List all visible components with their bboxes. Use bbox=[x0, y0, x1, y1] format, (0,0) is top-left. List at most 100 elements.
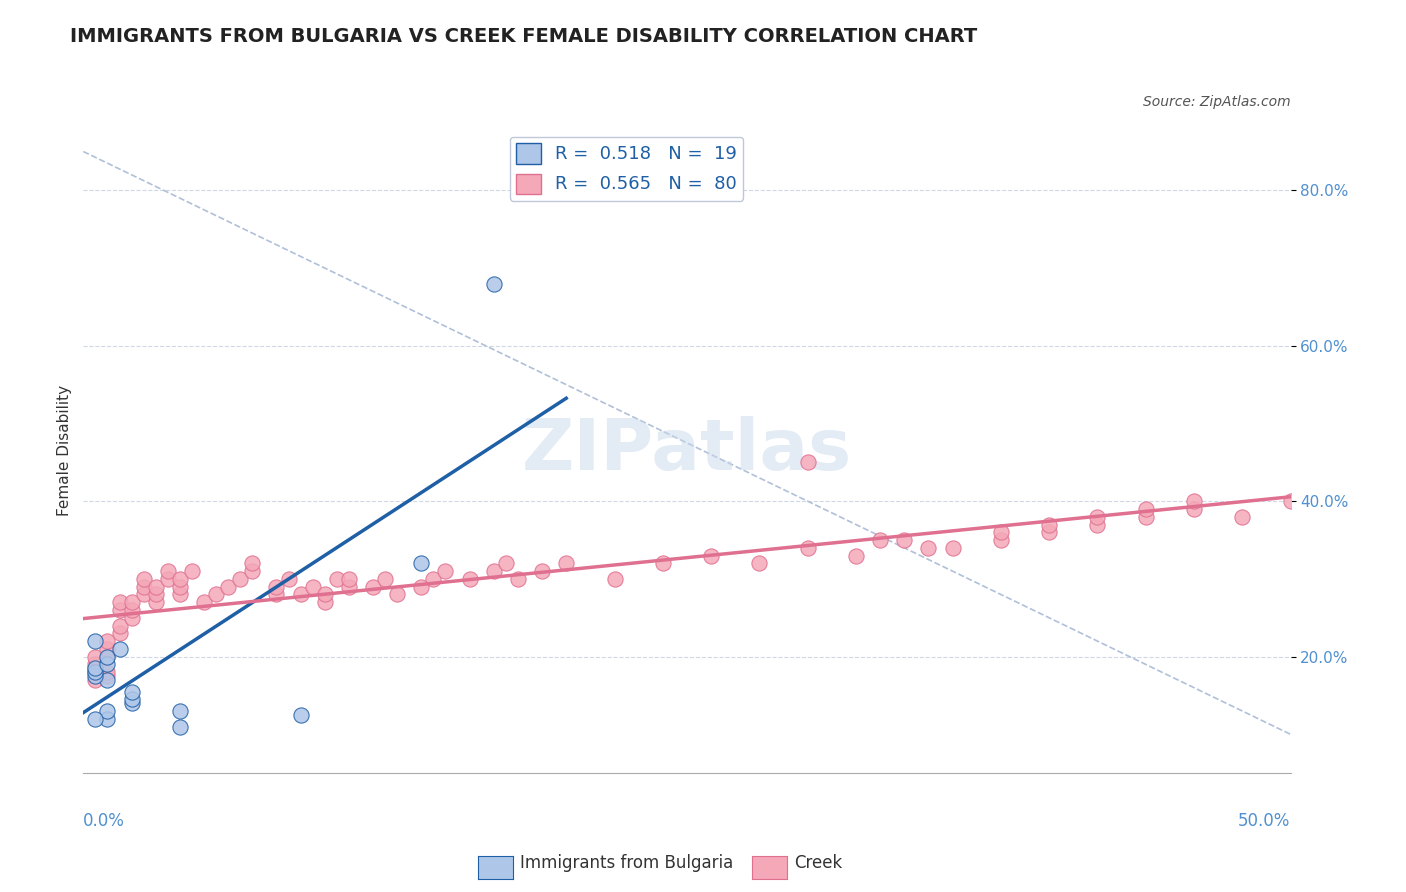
Point bbox=[531, 564, 554, 578]
Point bbox=[434, 564, 457, 578]
Point bbox=[941, 541, 963, 555]
Point bbox=[108, 618, 131, 632]
Point bbox=[301, 580, 323, 594]
Point bbox=[266, 587, 288, 601]
Point bbox=[96, 704, 118, 718]
Text: Immigrants from Bulgaria: Immigrants from Bulgaria bbox=[520, 854, 734, 871]
Text: 0.0%: 0.0% bbox=[83, 812, 125, 830]
Point bbox=[132, 572, 155, 586]
Point bbox=[1135, 502, 1157, 516]
Point bbox=[145, 595, 167, 609]
Point bbox=[290, 707, 312, 722]
Point bbox=[132, 587, 155, 601]
Point bbox=[108, 641, 131, 656]
Point bbox=[482, 277, 505, 291]
Point bbox=[845, 549, 868, 563]
Point bbox=[108, 603, 131, 617]
Point bbox=[84, 712, 107, 726]
Point bbox=[84, 649, 107, 664]
Point bbox=[84, 673, 107, 687]
Point bbox=[1182, 494, 1205, 508]
Point bbox=[385, 587, 408, 601]
Point bbox=[84, 661, 107, 675]
Point bbox=[121, 696, 143, 710]
Point bbox=[229, 572, 252, 586]
Point bbox=[603, 572, 626, 586]
Point bbox=[326, 572, 349, 586]
Text: 50.0%: 50.0% bbox=[1239, 812, 1291, 830]
Point bbox=[1038, 525, 1060, 540]
Point bbox=[1232, 509, 1254, 524]
Point bbox=[990, 533, 1012, 547]
Point bbox=[555, 557, 578, 571]
Point bbox=[337, 572, 360, 586]
Point bbox=[193, 595, 215, 609]
Text: Creek: Creek bbox=[794, 854, 842, 871]
Text: IMMIGRANTS FROM BULGARIA VS CREEK FEMALE DISABILITY CORRELATION CHART: IMMIGRANTS FROM BULGARIA VS CREEK FEMALE… bbox=[70, 27, 977, 45]
Point bbox=[96, 649, 118, 664]
Point bbox=[84, 665, 107, 680]
Point bbox=[1087, 517, 1109, 532]
Point bbox=[84, 634, 107, 648]
Point bbox=[96, 649, 118, 664]
Point bbox=[96, 665, 118, 680]
Point bbox=[145, 587, 167, 601]
Point bbox=[96, 634, 118, 648]
Point bbox=[169, 572, 191, 586]
Point bbox=[108, 595, 131, 609]
Point bbox=[121, 692, 143, 706]
Point bbox=[1038, 517, 1060, 532]
Point bbox=[96, 669, 118, 683]
Point bbox=[121, 684, 143, 698]
Point bbox=[240, 557, 263, 571]
Point bbox=[869, 533, 891, 547]
Point bbox=[1087, 509, 1109, 524]
Point bbox=[337, 580, 360, 594]
Point bbox=[917, 541, 939, 555]
Point bbox=[314, 587, 336, 601]
Point bbox=[169, 580, 191, 594]
Point bbox=[361, 580, 384, 594]
Legend: R =  0.518   N =  19, R =  0.565   N =  80: R = 0.518 N = 19, R = 0.565 N = 80 bbox=[510, 136, 744, 201]
Point bbox=[748, 557, 770, 571]
Point bbox=[266, 580, 288, 594]
Point bbox=[482, 564, 505, 578]
Point bbox=[796, 541, 818, 555]
Point bbox=[290, 587, 312, 601]
Point bbox=[796, 455, 818, 469]
Point bbox=[181, 564, 204, 578]
Point bbox=[121, 611, 143, 625]
Point bbox=[700, 549, 723, 563]
Point bbox=[374, 572, 396, 586]
Text: ZIPatlas: ZIPatlas bbox=[522, 417, 852, 485]
Point bbox=[169, 704, 191, 718]
Point bbox=[145, 580, 167, 594]
Point bbox=[495, 557, 517, 571]
Point bbox=[651, 557, 673, 571]
Point bbox=[96, 641, 118, 656]
Point bbox=[1182, 502, 1205, 516]
Point bbox=[84, 661, 107, 675]
Point bbox=[1279, 494, 1302, 508]
Point bbox=[108, 626, 131, 640]
Point bbox=[96, 712, 118, 726]
Point bbox=[205, 587, 228, 601]
Point bbox=[96, 657, 118, 672]
Point bbox=[506, 572, 529, 586]
Point bbox=[277, 572, 299, 586]
Point bbox=[458, 572, 481, 586]
Point bbox=[217, 580, 239, 594]
Point bbox=[411, 557, 433, 571]
Point bbox=[1135, 509, 1157, 524]
Point bbox=[990, 525, 1012, 540]
Point bbox=[96, 673, 118, 687]
Point bbox=[169, 720, 191, 734]
Point bbox=[156, 564, 179, 578]
Point bbox=[314, 595, 336, 609]
Point bbox=[121, 603, 143, 617]
Point bbox=[240, 564, 263, 578]
Point bbox=[169, 587, 191, 601]
Point bbox=[893, 533, 915, 547]
Point bbox=[84, 657, 107, 672]
Point bbox=[121, 595, 143, 609]
